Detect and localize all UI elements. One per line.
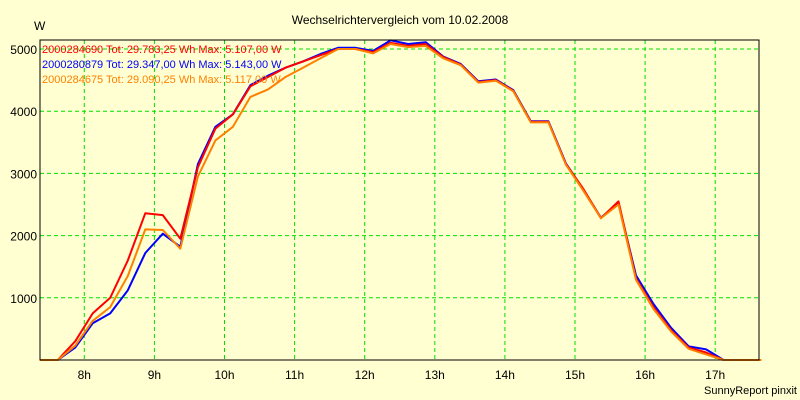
grid [40, 40, 759, 360]
y-tick-label: 3000 [10, 167, 37, 181]
legend-entry-2000284675: 2000284675 Tot: 29.090,25 Wh Max: 5.117,… [42, 74, 281, 86]
series-line-2000280879 [40, 39, 762, 361]
y-tick-label: 1000 [10, 292, 37, 306]
legend: 2000284690 Tot: 29.783,25 Wh Max: 5.107,… [42, 44, 282, 86]
x-tick-label: 11h [285, 368, 304, 382]
plot-frame [39, 39, 760, 361]
x-tick-label: 8h [78, 368, 91, 382]
x-tick-label: 12h [355, 368, 375, 382]
y-tick-label: 5000 [10, 43, 37, 57]
y-axis-label: W [34, 19, 46, 33]
x-tick-label: 17h [705, 368, 725, 382]
x-tick-label: 13h [425, 368, 445, 382]
x-tick-label: 10h [214, 368, 234, 382]
legend-entry-2000284690: 2000284690 Tot: 29.783,25 Wh Max: 5.107,… [42, 44, 282, 56]
y-tick-label: 2000 [10, 230, 37, 244]
x-tick-label: 15h [565, 368, 585, 382]
y-tick-label: 4000 [10, 105, 37, 119]
series-line-2000284690 [40, 41, 762, 361]
series-lines [40, 39, 762, 361]
legend-entry-2000280879: 2000280879 Tot: 29.347,00 Wh Max: 5.143,… [42, 59, 282, 71]
x-tick-label: 14h [495, 368, 515, 382]
footer-credit: SunnyReport pinxit [704, 385, 797, 397]
series-line-2000284675 [40, 43, 762, 361]
x-tick-label: 9h [148, 368, 161, 382]
chart-title: Wechselrichtervergleich vom 10.02.2008 [292, 13, 509, 27]
x-tick-labels: 8h 9h 10h 11h 12h 13h 14h 15h 16h 17h [78, 368, 726, 382]
y-tick-labels: 1000 2000 3000 4000 5000 [10, 43, 37, 306]
x-tick-label: 16h [635, 368, 655, 382]
